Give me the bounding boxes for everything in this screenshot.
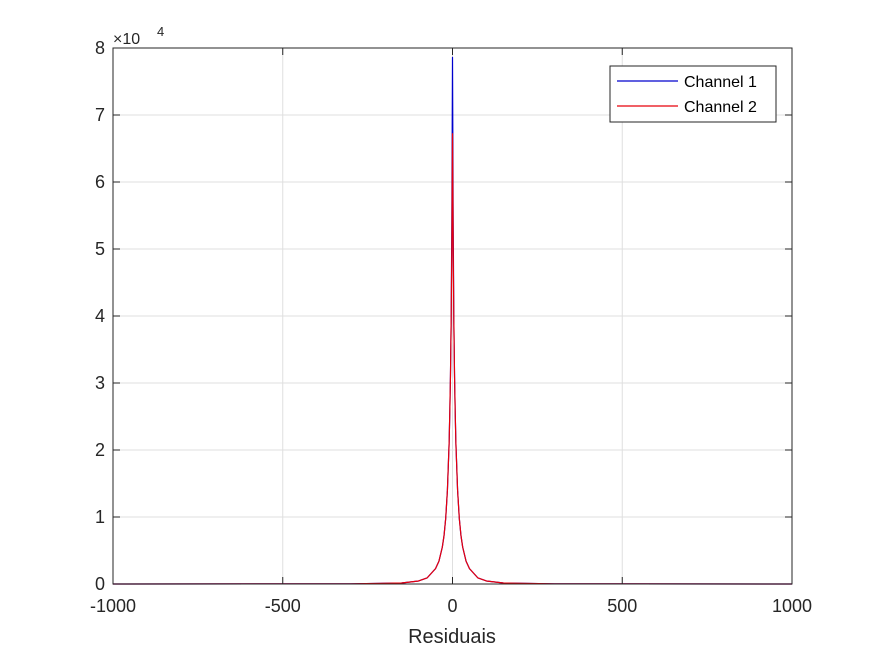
y-tick-label: 0 — [95, 574, 105, 594]
y-tick-label: 2 — [95, 440, 105, 460]
x-tick-label: -1000 — [90, 596, 136, 616]
axis-ticks — [112, 47, 793, 585]
y-tick-label: 4 — [95, 306, 105, 326]
y-tick-label: 8 — [95, 38, 105, 58]
y-tick-label: 6 — [95, 172, 105, 192]
y-tick-label: 5 — [95, 239, 105, 259]
x-tick-label: 500 — [607, 596, 637, 616]
legend-label-channel-2: Channel 2 — [684, 99, 757, 116]
y-tick-label: 1 — [95, 507, 105, 527]
legend-box — [609, 65, 777, 123]
x-tick-label: -500 — [265, 596, 301, 616]
series-lines — [112, 56, 793, 585]
x-tick-label: 0 — [447, 596, 457, 616]
series-line-channel-2 — [112, 133, 793, 585]
legend-label-channel-1: Channel 1 — [684, 74, 757, 91]
x-tick-label: 1000 — [772, 596, 812, 616]
x-tick-labels: -1000 -500 0 500 1000 — [90, 596, 812, 616]
y-multiplier-exponent: 4 — [157, 24, 164, 39]
y-tick-label: 7 — [95, 105, 105, 125]
y-tick-labels: 0 1 2 3 4 5 6 7 8 — [95, 38, 105, 594]
legend: Channel 1 Channel 2 — [609, 65, 777, 123]
y-tick-label: 3 — [95, 373, 105, 393]
x-axis-label: Residuais — [408, 626, 496, 648]
y-multiplier-label: ×10 — [113, 31, 140, 48]
